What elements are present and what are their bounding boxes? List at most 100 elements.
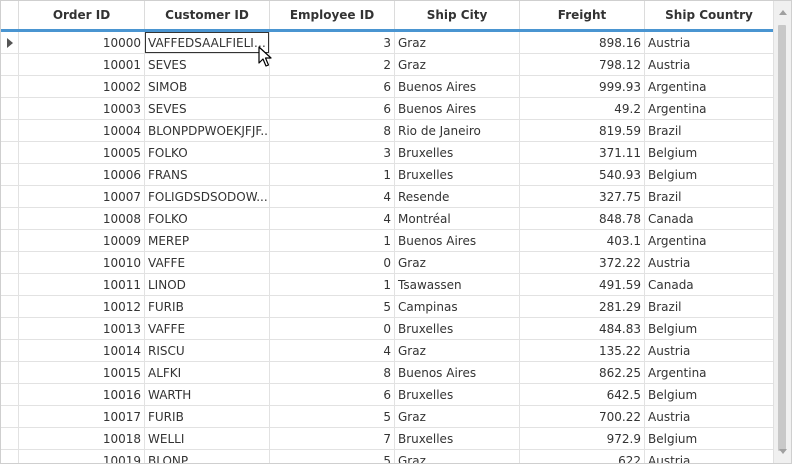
- cell-customer-id[interactable]: MEREP: [145, 230, 270, 252]
- cell-customer-id[interactable]: FRANS: [145, 164, 270, 186]
- cell-ship-city[interactable]: Graz: [395, 54, 520, 76]
- cell-ship-city[interactable]: Montréal: [395, 208, 520, 230]
- cell-customer-id[interactable]: BLONPDPWOEKJFJF...: [145, 120, 270, 142]
- cell-freight[interactable]: 642.5: [520, 384, 645, 406]
- cell-employee-id[interactable]: 1: [270, 164, 395, 186]
- cell-customer-id[interactable]: RISCU: [145, 340, 270, 362]
- scroll-up-arrow-icon[interactable]: [779, 10, 787, 15]
- row-selector[interactable]: [1, 406, 19, 428]
- cell-customer-id[interactable]: FOLIGDSDSODOW...: [145, 186, 270, 208]
- row-selector[interactable]: [1, 428, 19, 450]
- cell-freight[interactable]: 848.78: [520, 208, 645, 230]
- cell-freight[interactable]: 622: [520, 450, 645, 463]
- cell-order-id[interactable]: 10003: [19, 98, 145, 120]
- cell-employee-id[interactable]: 4: [270, 340, 395, 362]
- cell-ship-city[interactable]: Bruxelles: [395, 164, 520, 186]
- cell-customer-id[interactable]: FURIB: [145, 406, 270, 428]
- table-row[interactable]: 10016 WARTH 6 Bruxelles 642.5 Belgium: [1, 384, 774, 406]
- table-row[interactable]: 10017 FURIB 5 Graz 700.22 Austria: [1, 406, 774, 428]
- cell-freight[interactable]: 49.2: [520, 98, 645, 120]
- cell-ship-country[interactable]: Canada: [645, 274, 774, 296]
- cell-ship-country[interactable]: Austria: [645, 340, 774, 362]
- cell-ship-city[interactable]: Buenos Aires: [395, 230, 520, 252]
- cell-freight[interactable]: 327.75: [520, 186, 645, 208]
- cell-employee-id[interactable]: 3: [270, 32, 395, 54]
- cell-ship-country[interactable]: Austria: [645, 450, 774, 463]
- cell-ship-city[interactable]: Bruxelles: [395, 318, 520, 340]
- cell-ship-city[interactable]: Graz: [395, 252, 520, 274]
- row-selector[interactable]: [1, 208, 19, 230]
- cell-ship-city[interactable]: Graz: [395, 340, 520, 362]
- table-row[interactable]: 10008 FOLKO 4 Montréal 848.78 Canada: [1, 208, 774, 230]
- cell-ship-country[interactable]: Brazil: [645, 186, 774, 208]
- row-selector[interactable]: [1, 274, 19, 296]
- cell-ship-city[interactable]: Buenos Aires: [395, 98, 520, 120]
- cell-order-id[interactable]: 10012: [19, 296, 145, 318]
- cell-employee-id[interactable]: 6: [270, 384, 395, 406]
- cell-ship-country[interactable]: Canada: [645, 208, 774, 230]
- row-selector[interactable]: [1, 164, 19, 186]
- cell-order-id[interactable]: 10004: [19, 120, 145, 142]
- cell-customer-id[interactable]: BLONP: [145, 450, 270, 463]
- cell-order-id[interactable]: 10000: [19, 32, 145, 54]
- cell-ship-city[interactable]: Bruxelles: [395, 142, 520, 164]
- column-header-ship-city[interactable]: Ship City: [395, 1, 520, 29]
- cell-customer-id[interactable]: VAFFE: [145, 252, 270, 274]
- cell-freight[interactable]: 972.9: [520, 428, 645, 450]
- row-selector[interactable]: [1, 340, 19, 362]
- table-row[interactable]: 10006 FRANS 1 Bruxelles 540.93 Belgium: [1, 164, 774, 186]
- cell-freight[interactable]: 898.16: [520, 32, 645, 54]
- cell-ship-city[interactable]: Graz: [395, 406, 520, 428]
- cell-order-id[interactable]: 10013: [19, 318, 145, 340]
- column-header-employee-id[interactable]: Employee ID: [270, 1, 395, 29]
- row-selector[interactable]: [1, 252, 19, 274]
- table-row[interactable]: 10007 FOLIGDSDSODOW... 4 Resende 327.75 Brazi…: [1, 186, 774, 208]
- cell-order-id[interactable]: 10002: [19, 76, 145, 98]
- column-header-freight[interactable]: Freight: [520, 1, 645, 29]
- cell-ship-country[interactable]: Argentina: [645, 76, 774, 98]
- table-row[interactable]: 10004 BLONPDPWOEKJFJF... 8 Rio de Janeiro 81…: [1, 120, 774, 142]
- cell-ship-city[interactable]: Bruxelles: [395, 428, 520, 450]
- cell-employee-id[interactable]: 2: [270, 54, 395, 76]
- cell-customer-id[interactable]: WELLI: [145, 428, 270, 450]
- cell-employee-id[interactable]: 6: [270, 76, 395, 98]
- cell-order-id[interactable]: 10018: [19, 428, 145, 450]
- cell-freight[interactable]: 540.93: [520, 164, 645, 186]
- table-row[interactable]: 10015 ALFKI 8 Buenos Aires 862.25 Argentina: [1, 362, 774, 384]
- cell-ship-country[interactable]: Belgium: [645, 164, 774, 186]
- cell-customer-id[interactable]: FOLKO: [145, 142, 270, 164]
- header-row-selector[interactable]: [1, 1, 19, 29]
- table-row[interactable]: 10013 VAFFE 0 Bruxelles 484.83 Belgium: [1, 318, 774, 340]
- cell-customer-id[interactable]: LINOD: [145, 274, 270, 296]
- cell-ship-city[interactable]: Tsawassen: [395, 274, 520, 296]
- table-row[interactable]: 10011 LINOD 1 Tsawassen 491.59 Canada: [1, 274, 774, 296]
- row-selector[interactable]: [1, 54, 19, 76]
- cell-employee-id[interactable]: 1: [270, 274, 395, 296]
- cell-employee-id[interactable]: 0: [270, 318, 395, 340]
- cell-freight[interactable]: 700.22: [520, 406, 645, 428]
- cell-employee-id[interactable]: 1: [270, 230, 395, 252]
- cell-ship-country[interactable]: Brazil: [645, 120, 774, 142]
- cell-employee-id[interactable]: 6: [270, 98, 395, 120]
- cell-customer-id[interactable]: FURIB: [145, 296, 270, 318]
- table-row[interactable]: 10018 WELLI 7 Bruxelles 972.9 Belgium: [1, 428, 774, 450]
- cell-employee-id[interactable]: 5: [270, 450, 395, 463]
- cell-employee-id[interactable]: 0: [270, 252, 395, 274]
- cell-order-id[interactable]: 10005: [19, 142, 145, 164]
- table-row[interactable]: 10005 FOLKO 3 Bruxelles 371.11 Belgium: [1, 142, 774, 164]
- row-selector[interactable]: [1, 76, 19, 98]
- scroll-down-arrow-icon[interactable]: [779, 449, 787, 454]
- table-row[interactable]: 10019 BLONP 5 Graz 622 Austria: [1, 450, 774, 463]
- cell-employee-id[interactable]: 8: [270, 120, 395, 142]
- cell-ship-country[interactable]: Argentina: [645, 98, 774, 120]
- table-row[interactable]: 10010 VAFFE 0 Graz 372.22 Austria: [1, 252, 774, 274]
- table-row[interactable]: 10000 VAFFEDSAALFIELIDSDSAALFIE 3 Graz 898.1…: [1, 32, 774, 54]
- cell-freight[interactable]: 484.83: [520, 318, 645, 340]
- cell-order-id[interactable]: 10015: [19, 362, 145, 384]
- cell-customer-id-editing[interactable]: VAFFEDSAALFIELIDSDSAALFIE: [145, 32, 270, 54]
- cell-ship-city[interactable]: Resende: [395, 186, 520, 208]
- cell-employee-id[interactable]: 7: [270, 428, 395, 450]
- row-selector[interactable]: [1, 98, 19, 120]
- row-selector[interactable]: [1, 120, 19, 142]
